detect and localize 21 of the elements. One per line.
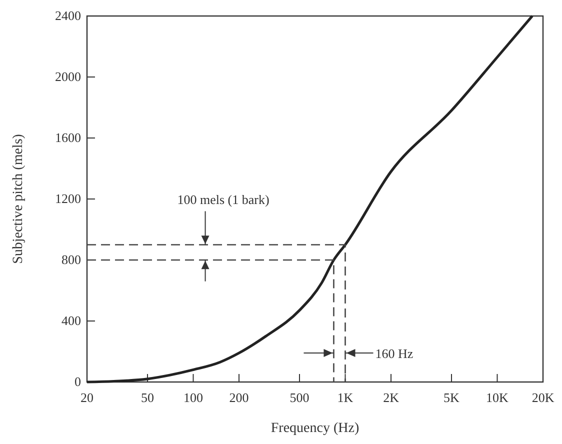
y-axis-title: Subjective pitch (mels) <box>11 134 26 264</box>
y-tick-label: 2000 <box>55 69 81 84</box>
x-tick-label: 100 <box>183 390 203 406</box>
y-tick-label: 2400 <box>55 8 81 24</box>
y-tick-label: 1600 <box>55 130 81 146</box>
y-tick-label: 1200 <box>55 191 81 206</box>
x-tick-label: 5K <box>444 390 460 406</box>
x-tick-label: 200 <box>229 390 249 406</box>
x-tick-label: 20 <box>80 390 94 406</box>
y-tick-label: 800 <box>62 252 81 268</box>
x-tick-label: 10K <box>486 390 510 406</box>
y-tick-label: 0 <box>74 374 81 390</box>
x-tick-label: 20K <box>532 390 555 406</box>
x-tick-label: 500 <box>290 390 310 406</box>
x-tick-label: 50 <box>140 390 154 406</box>
x-tick-label: 1K <box>337 390 354 406</box>
annotation: 100 mels (1 bark) <box>177 192 270 207</box>
y-tick-label: 400 <box>62 313 81 328</box>
x-axis-title: Frequency (Hz) <box>270 421 360 436</box>
x-tick-label: 2K <box>383 390 400 406</box>
annotation: 160 Hz <box>375 346 414 362</box>
